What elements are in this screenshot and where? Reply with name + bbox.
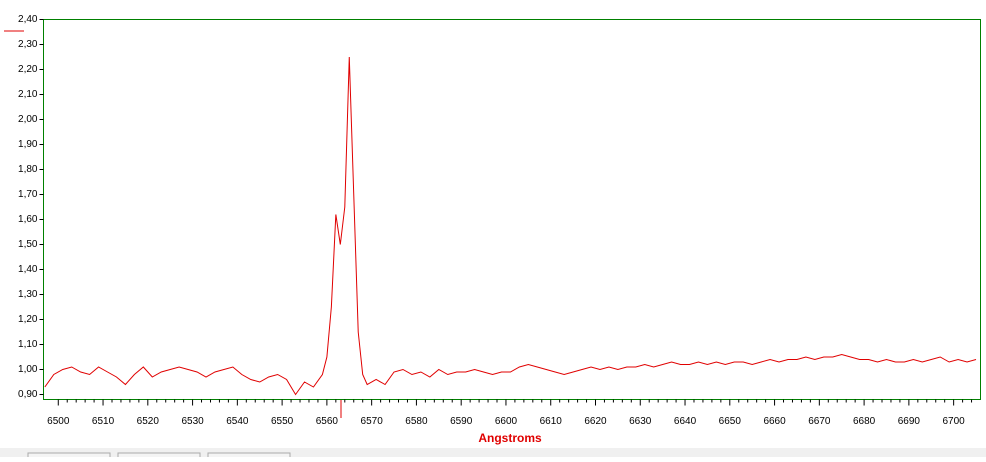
x-tick-label: 6680: [853, 416, 876, 427]
x-tick-label: 6510: [92, 416, 115, 427]
x-tick-label: 6520: [137, 416, 160, 427]
x-tick-label: 6580: [405, 416, 428, 427]
x-tick-label: 6650: [719, 416, 742, 427]
y-tick-label: 2,00: [18, 114, 38, 125]
x-tick-label: 6500: [47, 416, 70, 427]
y-tick-label: 2,20: [18, 64, 38, 75]
x-tick-label: 6670: [808, 416, 831, 427]
x-tick-label: 6620: [584, 416, 607, 427]
x-tick-label: 6590: [450, 416, 473, 427]
x-tick-label: 6600: [495, 416, 518, 427]
x-tick-label: 6540: [226, 416, 249, 427]
x-tick-label: 6690: [898, 416, 921, 427]
y-tick-label: 1,60: [18, 214, 38, 225]
y-tick-label: 2,30: [18, 39, 38, 50]
y-tick-label: 1,00: [18, 364, 38, 375]
spectrum-line: [44, 56, 977, 396]
toolbar: [0, 448, 986, 457]
x-tick-label: 6560: [316, 416, 339, 427]
x-tick-label: 6530: [181, 416, 204, 427]
y-tick-label: 1,40: [18, 264, 38, 275]
y-tick-label: 2,10: [18, 89, 38, 100]
y-tick-label: 1,70: [18, 189, 38, 200]
y-tick-label: 2,40: [18, 14, 38, 25]
x-tick-label: 6700: [943, 416, 966, 427]
y-tick-label: 1,20: [18, 314, 38, 325]
y-tick-label: 1,90: [18, 139, 38, 150]
plot-frame: [43, 19, 981, 400]
y-tick-label: 1,30: [18, 289, 38, 300]
x-tick-label: 6630: [629, 416, 652, 427]
y-tick-label: 1,80: [18, 164, 38, 175]
x-tick-label: 6610: [540, 416, 563, 427]
y-tick-label: 0,90: [18, 389, 38, 400]
x-tick-label: 6640: [674, 416, 697, 427]
y-tick-label: 1,10: [18, 339, 38, 350]
y-tick-label: 1,50: [18, 239, 38, 250]
x-tick-label: 6660: [763, 416, 786, 427]
button[interactable]: [117, 452, 201, 462]
x-tick-label: 6570: [361, 416, 384, 427]
button[interactable]: [207, 452, 291, 462]
x-axis-label: Angstroms: [478, 431, 542, 445]
x-tick-label: 6550: [271, 416, 294, 427]
button[interactable]: [27, 452, 111, 462]
